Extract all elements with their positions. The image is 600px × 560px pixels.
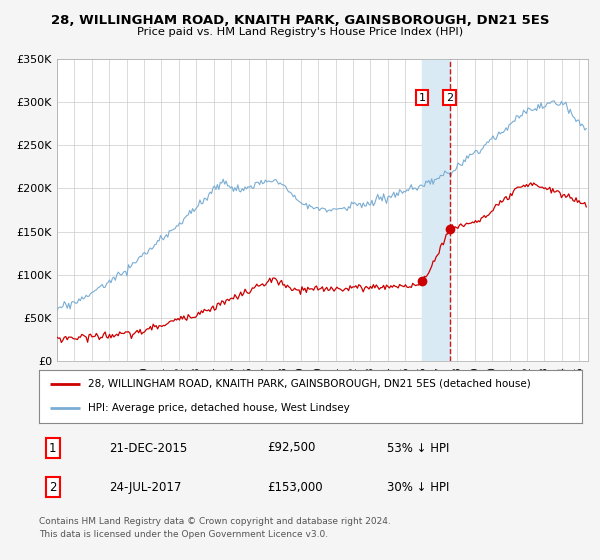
Text: 24-JUL-2017: 24-JUL-2017 xyxy=(110,480,182,494)
Text: 2: 2 xyxy=(49,480,56,494)
Text: 2: 2 xyxy=(446,93,454,102)
Text: Contains HM Land Registry data © Crown copyright and database right 2024.: Contains HM Land Registry data © Crown c… xyxy=(39,517,391,526)
Text: 1: 1 xyxy=(49,441,56,455)
Bar xyxy=(422,59,450,361)
Text: £92,500: £92,500 xyxy=(267,441,316,455)
Text: 30% ↓ HPI: 30% ↓ HPI xyxy=(386,480,449,494)
Text: HPI: Average price, detached house, West Lindsey: HPI: Average price, detached house, West… xyxy=(88,403,350,413)
Text: 28, WILLINGHAM ROAD, KNAITH PARK, GAINSBOROUGH, DN21 5ES (detached house): 28, WILLINGHAM ROAD, KNAITH PARK, GAINSB… xyxy=(88,379,530,389)
Text: 1: 1 xyxy=(419,93,425,102)
Text: This data is licensed under the Open Government Licence v3.0.: This data is licensed under the Open Gov… xyxy=(39,530,328,539)
Text: Price paid vs. HM Land Registry's House Price Index (HPI): Price paid vs. HM Land Registry's House … xyxy=(137,27,463,37)
Text: 28, WILLINGHAM ROAD, KNAITH PARK, GAINSBOROUGH, DN21 5ES: 28, WILLINGHAM ROAD, KNAITH PARK, GAINSB… xyxy=(51,14,549,27)
Text: 53% ↓ HPI: 53% ↓ HPI xyxy=(386,441,449,455)
Text: 21-DEC-2015: 21-DEC-2015 xyxy=(110,441,188,455)
Text: £153,000: £153,000 xyxy=(267,480,323,494)
